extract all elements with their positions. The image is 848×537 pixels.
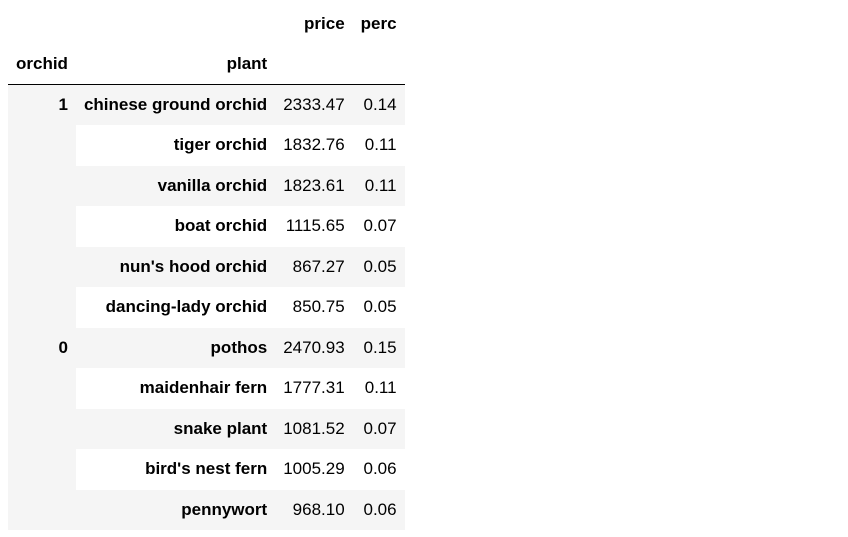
table-row: dancing-lady orchid 850.75 0.05 <box>8 287 405 328</box>
cell-price: 1823.61 <box>275 165 353 206</box>
header-blank <box>275 44 352 85</box>
table-row: vanilla orchid 1823.61 0.11 <box>8 165 405 206</box>
row-label-plant: bird's nest fern <box>75 449 276 490</box>
cell-price: 1005.29 <box>275 449 353 490</box>
cell-price: 2470.93 <box>275 327 353 368</box>
row-label-plant: vanilla orchid <box>75 165 276 206</box>
row-label-plant: maidenhair fern <box>75 368 276 409</box>
cell-perc: 0.07 <box>352 408 405 449</box>
table-row: boat orchid 1115.65 0.07 <box>8 206 405 247</box>
header-blank <box>8 4 76 44</box>
table-row: maidenhair fern 1777.31 0.11 <box>8 368 405 409</box>
row-label-plant: snake plant <box>75 408 276 449</box>
column-header-row: price perc <box>8 4 405 44</box>
table-row: pennywort 968.10 0.06 <box>8 489 405 530</box>
header-blank <box>353 44 405 85</box>
row-label-plant: nun's hood orchid <box>75 246 276 287</box>
cell-price: 1081.52 <box>275 408 353 449</box>
table-body: 1 chinese ground orchid 2333.47 0.14 tiger o… <box>8 84 405 530</box>
cell-perc: 0.15 <box>352 327 405 368</box>
table-row: tiger orchid 1832.76 0.11 <box>8 125 405 166</box>
cell-price: 1777.31 <box>275 368 353 409</box>
group-key-orchid: 1 <box>8 84 76 328</box>
cell-price: 968.10 <box>275 489 353 530</box>
header-blank <box>76 4 275 44</box>
cell-price: 867.27 <box>275 246 353 287</box>
index-name-plant: plant <box>226 54 268 73</box>
table-row: 1 chinese ground orchid 2333.47 0.14 <box>8 84 405 328</box>
cell-price: 850.75 <box>275 287 353 328</box>
cell-perc: 0.11 <box>352 368 405 409</box>
cell-perc: 0.07 <box>352 206 405 247</box>
cell-perc: 0.05 <box>352 287 405 328</box>
row-label-plant: boat orchid <box>75 206 276 247</box>
cell-price: 1115.65 <box>275 206 353 247</box>
row-label-plant: pothos <box>75 327 276 368</box>
cell-perc: 0.06 <box>352 489 405 530</box>
row-label-plant: tiger orchid <box>75 125 276 166</box>
cell-price: 1832.76 <box>275 125 353 166</box>
group-key-orchid: 0 <box>8 327 76 530</box>
row-label-plant: pennywort <box>75 489 276 530</box>
table-row: snake plant 1081.52 0.07 <box>8 408 405 449</box>
row-label-plant: chinese ground orchid <box>75 84 276 125</box>
column-header-perc: perc <box>360 14 397 33</box>
table-row: nun's hood orchid 867.27 0.05 <box>8 246 405 287</box>
cell-perc: 0.06 <box>352 449 405 490</box>
cell-perc: 0.05 <box>352 246 405 287</box>
index-name-row: orchid plant <box>8 44 405 85</box>
cell-perc: 0.14 <box>352 84 405 125</box>
cell-price: 2333.47 <box>275 84 353 125</box>
column-header-price: price <box>304 14 345 33</box>
table-row: 0 pothos 2470.93 0.15 <box>8 327 405 530</box>
table-row: bird's nest fern 1005.29 0.06 <box>8 449 405 490</box>
index-name-orchid: orchid <box>16 54 68 73</box>
cell-perc: 0.11 <box>352 165 405 206</box>
dataframe-table: price perc orchid plant 1 chinese ground … <box>8 4 405 530</box>
dataframe-output: price perc orchid plant 1 chinese ground … <box>8 4 405 530</box>
cell-perc: 0.11 <box>352 125 405 166</box>
row-label-plant: dancing-lady orchid <box>75 287 276 328</box>
